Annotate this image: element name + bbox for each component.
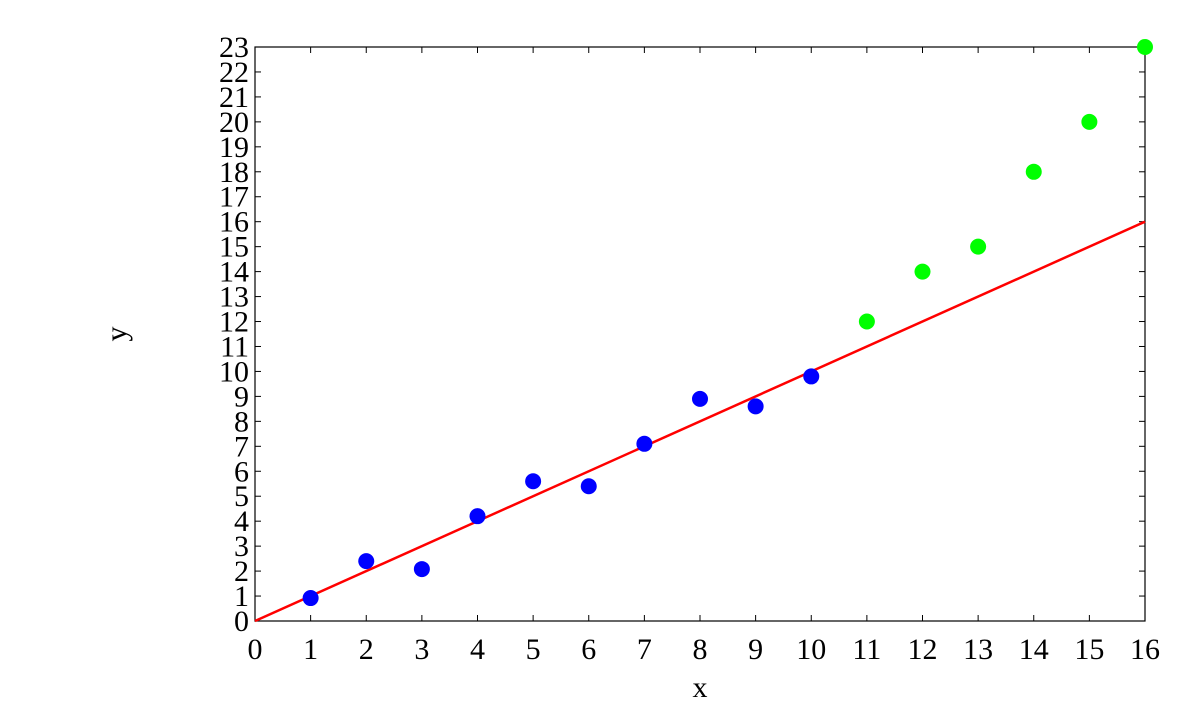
point [1025, 163, 1042, 180]
x-tick-label: 10 [796, 633, 826, 666]
point [692, 390, 708, 407]
y-tick-label: 12 [219, 306, 249, 339]
y-tick-label: 5 [234, 480, 249, 513]
point [747, 398, 764, 415]
x-axis-label: x [693, 671, 708, 704]
point [413, 561, 430, 578]
y-tick-label: 14 [219, 256, 249, 289]
point [914, 263, 931, 280]
y-tick-label: 21 [219, 81, 249, 114]
y-tick-label: 8 [234, 405, 249, 438]
y-tick-label: 4 [234, 505, 249, 538]
y-tick-label: 9 [234, 380, 249, 413]
fit-line [254, 220, 1146, 623]
y-tick-label: 1 [234, 580, 249, 613]
x-tick-label: 0 [248, 633, 263, 666]
y-axis-label: y [100, 327, 133, 342]
y-tick-label: 22 [219, 56, 249, 89]
plot-frame [254, 46, 1146, 622]
point [858, 313, 875, 330]
point [636, 435, 653, 452]
point [1137, 39, 1153, 55]
point [525, 473, 542, 490]
x-tick-label: 12 [908, 633, 938, 666]
y-tick-label: 15 [219, 231, 249, 264]
x-tick-label: 8 [693, 633, 708, 666]
x-tick-label: 5 [526, 633, 541, 666]
point [970, 238, 987, 255]
y-tick-label: 10 [219, 355, 249, 388]
point [803, 368, 820, 385]
x-tick-label: 1 [303, 633, 318, 666]
x-tick-label: 6 [581, 633, 596, 666]
y-tick-label: 19 [219, 131, 249, 164]
y-tick-label: 3 [234, 530, 249, 563]
point [1081, 113, 1098, 130]
x-tick-label: 16 [1130, 633, 1160, 666]
y-tick-label: 13 [219, 281, 249, 314]
y-tick-label: 17 [219, 181, 249, 214]
y-tick-label: 6 [234, 455, 249, 488]
x-tick-label: 7 [637, 633, 652, 666]
y-tick-label: 2 [234, 555, 249, 588]
point [469, 508, 486, 525]
y-tick-label: 23 [219, 31, 249, 64]
x-tick-label: 3 [414, 633, 429, 666]
x-tick-label: 9 [748, 633, 763, 666]
x-tick-label: 14 [1019, 633, 1049, 666]
x-tick-label: 11 [852, 633, 881, 666]
point [358, 553, 375, 570]
y-tick-label: 7 [234, 430, 249, 463]
point [302, 590, 319, 607]
x-tick-label: 13 [963, 633, 993, 666]
y-tick-label: 18 [219, 156, 249, 189]
x-tick-label: 15 [1074, 633, 1104, 666]
y-tick-label: 16 [219, 206, 249, 239]
y-tick-label: 0 [234, 605, 249, 638]
y-tick-label: 20 [219, 106, 249, 139]
x-tick-label: 4 [470, 633, 485, 666]
y-tick-label: 11 [220, 330, 249, 363]
point [580, 478, 597, 495]
x-tick-label: 2 [359, 633, 374, 666]
